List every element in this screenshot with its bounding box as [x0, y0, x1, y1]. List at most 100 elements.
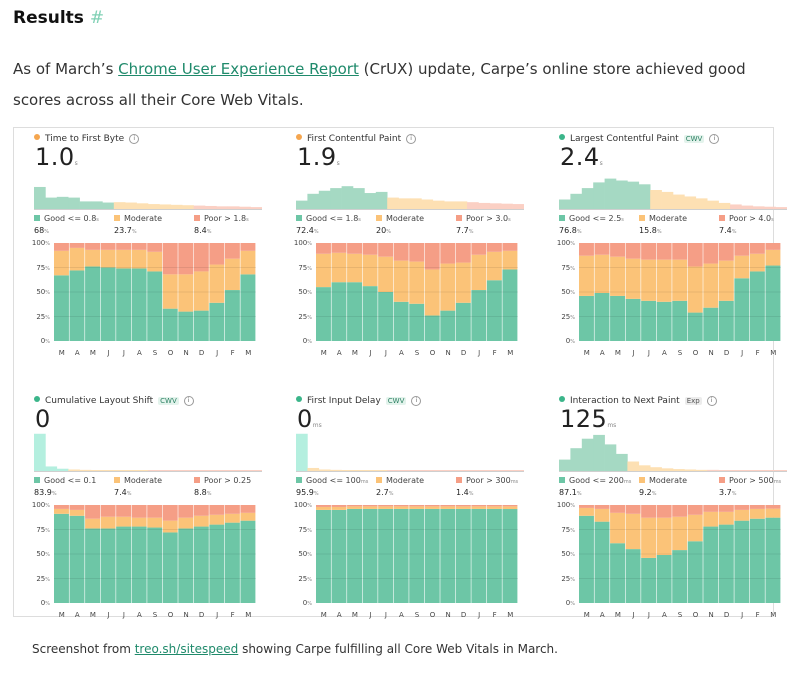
metric-stats: Good <= 200ms 87.1% Moderate 9.2% Poor > 500…	[559, 476, 787, 500]
crux-link[interactable]: Chrome User Experience Report	[118, 60, 359, 78]
bar-moderate	[100, 516, 116, 529]
x-tick-label: J	[632, 349, 635, 357]
x-tick-label: A	[599, 611, 605, 619]
y-tick-label: 25%	[286, 313, 312, 321]
bar-poor	[100, 505, 116, 517]
histogram-bar	[604, 178, 617, 209]
bar-poor	[641, 243, 657, 260]
stat-value: 1.4%	[456, 488, 518, 497]
y-tick-value: 100	[293, 501, 308, 509]
info-icon[interactable]: i	[706, 396, 717, 406]
bar-poor	[240, 243, 256, 251]
bar-poor	[116, 505, 132, 517]
bar-good	[178, 528, 194, 603]
bar-good	[116, 526, 132, 603]
histogram-bar	[593, 434, 605, 471]
x-tick-label: F	[492, 349, 497, 357]
stat-label-unit: s	[358, 217, 361, 223]
x-tick-label: A	[599, 349, 605, 357]
histogram-bar	[170, 204, 183, 209]
y-tick-suffix: %	[45, 601, 50, 607]
metric-value: 125ms	[560, 405, 616, 433]
bar-moderate	[656, 517, 672, 555]
histogram-bar	[764, 206, 776, 209]
info-icon[interactable]: i	[411, 396, 422, 406]
info-icon[interactable]: i	[129, 134, 140, 144]
bar-good	[193, 310, 209, 341]
anchor-link[interactable]: #	[89, 8, 105, 28]
stat-label-text: Moderate	[649, 214, 688, 223]
histogram-bar	[421, 199, 434, 209]
bar-good	[100, 267, 116, 341]
histogram-bar	[56, 196, 69, 209]
bar-good	[502, 509, 518, 603]
stat-value: 2.7%	[376, 488, 424, 497]
x-tick-label: J	[107, 349, 110, 357]
bar-moderate	[331, 506, 347, 510]
stat-value-number: 23.7	[114, 226, 132, 235]
bar-moderate	[162, 274, 178, 309]
bar-moderate	[579, 507, 594, 516]
histogram-bar	[444, 470, 456, 471]
histogram-bar	[193, 470, 206, 471]
stat-poor: Poor > 4.0s 7.4%	[719, 214, 774, 235]
stat-label-text: Moderate	[124, 214, 163, 223]
histogram-bar	[364, 193, 377, 209]
histogram-bar	[489, 203, 502, 209]
histogram-bar	[341, 470, 354, 471]
bar-moderate	[471, 506, 487, 509]
metric-panel-lcp: Largest Contentful Paint CWV i 2.4s Good <= …	[549, 130, 799, 370]
status-dot-icon	[296, 134, 302, 140]
x-tick-label: O	[429, 611, 436, 619]
bar-poor	[765, 243, 781, 250]
histogram-bar	[91, 201, 103, 209]
x-tick-label: N	[445, 349, 451, 357]
info-icon[interactable]: i	[183, 396, 194, 406]
bar-moderate	[610, 256, 626, 296]
histogram-bar	[159, 470, 172, 471]
bar-moderate	[625, 258, 641, 299]
histogram-bar	[318, 469, 331, 471]
histogram-bar	[91, 470, 103, 471]
bar-poor	[316, 505, 331, 507]
stat-label-text: Poor > 500	[729, 476, 774, 485]
bar-good	[224, 290, 240, 341]
x-tick-label: O	[429, 349, 436, 357]
bar-good	[85, 528, 101, 603]
monthly-stacked-chart	[316, 243, 518, 341]
x-tick-label: A	[662, 611, 667, 619]
histogram-bar	[318, 190, 331, 209]
bar-poor	[718, 243, 734, 261]
metric-panel-inp: Interaction to Next Paint Exp i 125ms Good <…	[549, 392, 799, 632]
bar-good	[409, 303, 425, 341]
bar-poor	[440, 243, 456, 264]
y-tick-label: 100%	[549, 239, 575, 247]
y-tick-suffix: %	[307, 503, 312, 509]
bar-poor	[162, 243, 178, 275]
y-tick-suffix: %	[307, 314, 312, 321]
treo-link[interactable]: treo.sh/sitespeed	[134, 642, 239, 656]
y-tick-value: 75	[36, 525, 46, 534]
info-icon[interactable]: i	[406, 134, 417, 144]
info-icon[interactable]: i	[709, 134, 720, 144]
x-tick-label: O	[167, 349, 174, 357]
metric-title-text: First Input Delay	[307, 396, 381, 406]
bar-moderate	[486, 506, 502, 509]
metric-panel-ttfb: Time to First Byte i 1.0s Good <= 0.8s 68% Mo…	[24, 130, 274, 370]
y-tick-suffix: %	[45, 527, 50, 534]
bar-poor	[424, 505, 440, 507]
metric-value-number: 125	[560, 405, 608, 433]
y-tick-value: 100	[556, 239, 571, 247]
x-tick-label: F	[230, 611, 235, 619]
bar-good	[54, 513, 69, 603]
stat-value-number: 68	[34, 226, 45, 235]
y-tick-suffix: %	[307, 241, 312, 247]
y-tick-label: 0%	[24, 599, 50, 607]
stat-value: 7.4%	[114, 488, 162, 497]
x-tick-label: O	[692, 349, 699, 357]
y-tick-suffix: %	[307, 290, 312, 296]
bar-poor	[393, 505, 409, 507]
histogram-baseline	[296, 471, 524, 472]
x-tick-label: J	[216, 611, 219, 619]
stat-value: 7.7%	[456, 226, 511, 235]
